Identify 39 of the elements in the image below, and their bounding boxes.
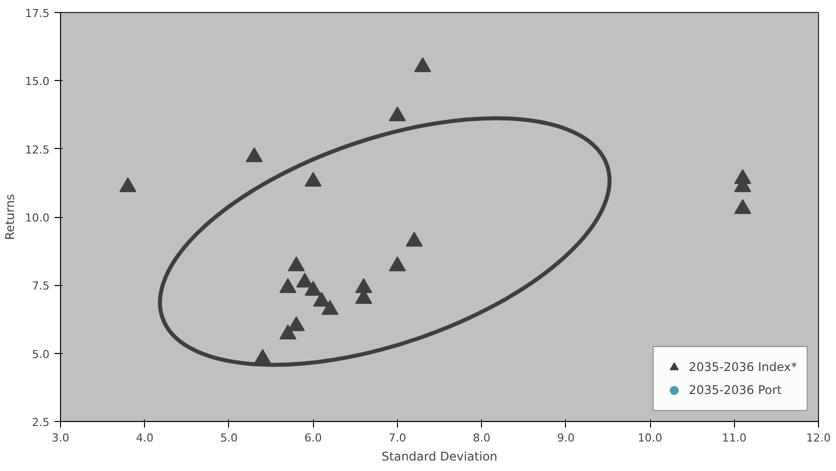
legend-label: 2035-2036 Port — [688, 383, 782, 397]
x-tick-label: 11.0 — [722, 432, 747, 444]
x-tick-label: 9.0 — [557, 432, 575, 444]
y-tick-label: 7.5 — [32, 280, 50, 293]
point — [388, 106, 406, 122]
point — [388, 256, 406, 272]
point — [734, 199, 752, 214]
x-tick-label: 5.0 — [220, 432, 238, 444]
x-tick-label: 10.0 — [638, 432, 662, 444]
point — [304, 280, 322, 296]
point — [288, 256, 305, 272]
point — [355, 278, 372, 294]
y-tick-label: 5.0 — [32, 348, 50, 361]
point — [246, 147, 263, 162]
point — [119, 177, 136, 192]
point — [322, 300, 339, 315]
x-tick-label: 6.0 — [304, 432, 322, 444]
x-tick-label: 7.0 — [388, 432, 406, 444]
x-tick-label: 8.0 — [472, 432, 490, 444]
y-tick-label: 2.5 — [32, 416, 50, 429]
point — [296, 272, 314, 288]
point — [254, 349, 272, 364]
point — [288, 316, 305, 332]
point — [406, 232, 423, 247]
y-tick-label: 10.0 — [25, 212, 50, 224]
x-tick-label: 12.0 — [806, 432, 831, 444]
x-tick-label: 3.0 — [52, 432, 70, 444]
x-axis-title: Standard Deviation — [382, 450, 498, 464]
point — [279, 278, 296, 294]
point — [414, 57, 432, 72]
y-tick-label: 17.5 — [25, 7, 50, 20]
point — [279, 324, 296, 340]
point — [304, 172, 322, 187]
point — [313, 292, 330, 307]
y-axis-title: Returns — [3, 194, 18, 240]
y-tick-label: 15.0 — [25, 75, 50, 88]
x-tick-label: 4.0 — [136, 432, 154, 444]
y-tick-label: 12.5 — [25, 143, 50, 156]
legend-label: 2035-2036 Index* — [688, 360, 797, 374]
